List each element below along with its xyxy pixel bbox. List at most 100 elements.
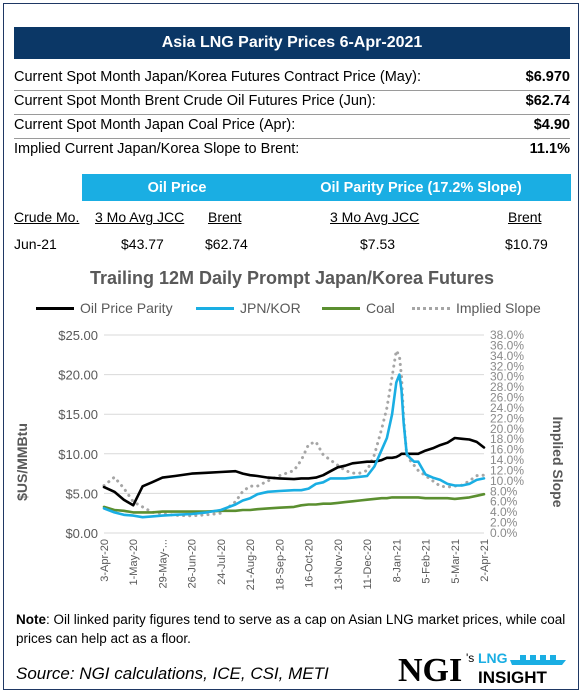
cell-parity-jcc: $7.53 xyxy=(360,236,396,252)
col-header-brent: Brent xyxy=(208,209,242,225)
oil-price-header: Oil Price xyxy=(82,174,272,201)
y-axis-label: $US/MMBtu xyxy=(14,423,30,501)
cell-parity-brent: $10.79 xyxy=(505,236,548,252)
legend-item-oil-parity: Oil Price Parity xyxy=(36,300,173,316)
chart-note: Note: Oil linked parity figures tend to … xyxy=(16,610,572,648)
legend-swatch xyxy=(322,306,360,310)
legend-item-implied-slope: Implied Slope xyxy=(412,300,541,316)
x-tick-label: 5-Mar-21 xyxy=(450,539,462,584)
cell-jcc: $43.77 xyxy=(121,236,164,252)
y2-tick-label: 18.0% xyxy=(490,432,524,446)
y-tick-label: $5.00 xyxy=(65,486,98,501)
summary-value: $4.90 xyxy=(533,117,570,133)
ship-tank-icon xyxy=(540,655,546,660)
y2-tick-label: 12.0% xyxy=(490,463,524,477)
line-chart: $0.00$5.00$10.00$15.00$20.00$25.00 0.0%2… xyxy=(14,328,566,590)
x-tick-label: 21-Aug-20 xyxy=(245,539,257,590)
x-tick-label: 11-Dec-20 xyxy=(362,539,374,590)
summary-label: Current Spot Month Brent Crude Oil Futur… xyxy=(14,93,376,109)
y2-tick-label: 6.0% xyxy=(490,495,518,509)
note-label: Note xyxy=(16,612,46,627)
y2-tick-label: 4.0% xyxy=(490,505,518,519)
x-tick-label: 26-Jun-20 xyxy=(187,539,199,589)
summary-label: Current Spot Month Japan/Korea Futures C… xyxy=(14,69,421,85)
y2-tick-label: 26.0% xyxy=(490,391,524,405)
oil-parity-header: Oil Parity Price (17.2% Slope) xyxy=(271,174,571,201)
page-title: Asia LNG Parity Prices 6-Apr-2021 xyxy=(14,27,570,59)
summary-row-coal: Current Spot Month Japan Coal Price (Apr… xyxy=(14,115,570,137)
y2-tick-label: 2.0% xyxy=(490,516,518,530)
y2-tick-label: 36.0% xyxy=(490,338,524,352)
chart-title: Trailing 12M Daily Prompt Japan/Korea Fu… xyxy=(89,268,495,288)
legend-swatch xyxy=(36,306,74,310)
cell-crude-mo: Jun-21 xyxy=(14,236,57,252)
summary-value: $62.74 xyxy=(525,93,570,109)
logo-line2: INSIGHT xyxy=(478,668,548,687)
logo-line1: LNG xyxy=(478,650,508,666)
source-text: Source: NGI calculations, ICE, CSI, METI xyxy=(16,664,329,683)
summary-value: $6.970 xyxy=(525,69,570,85)
summary-label: Implied Current Japan/Korea Slope to Bre… xyxy=(14,141,300,157)
summary-row-slope: Implied Current Japan/Korea Slope to Bre… xyxy=(14,139,570,161)
series-line-coal xyxy=(102,492,486,514)
row-divider xyxy=(14,114,570,115)
summary-row-futures: Current Spot Month Japan/Korea Futures C… xyxy=(14,67,570,89)
x-tick-label: 24-Jul-20 xyxy=(216,539,228,585)
series-line-jpn-kor xyxy=(102,373,486,519)
ship-tank-icon xyxy=(530,655,536,660)
y2-tick-label: 28.0% xyxy=(490,380,524,394)
row-divider xyxy=(14,90,570,91)
logo-suffix: 's xyxy=(466,651,474,665)
ship-icon xyxy=(510,660,566,665)
x-tick-label: 3-Apr-20 xyxy=(99,539,111,582)
legend-label: Implied Slope xyxy=(456,300,541,316)
col-header-jcc: 3 Mo Avg JCC xyxy=(95,209,185,225)
series-line-oil-price-parity xyxy=(102,436,486,507)
y2-tick-label: 10.0% xyxy=(490,474,524,488)
y2-axis-label: Implied Slope xyxy=(550,416,566,507)
x-tick-label: 1-May-20 xyxy=(128,539,140,585)
legend-item-coal: Coal xyxy=(322,300,395,316)
legend-label: Oil Price Parity xyxy=(80,300,173,316)
x-tick-label: 5-Feb-21 xyxy=(421,539,433,584)
ship-tank-icon xyxy=(520,655,526,660)
legend-swatch xyxy=(412,306,450,310)
y-tick-label: $15.00 xyxy=(58,407,98,422)
y2-tick-label: 34.0% xyxy=(490,349,524,363)
summary-label: Current Spot Month Japan Coal Price (Apr… xyxy=(14,117,296,133)
legend-label: JPN/KOR xyxy=(240,300,301,316)
y2-tick-label: 16.0% xyxy=(490,443,524,457)
y2-tick-label: 20.0% xyxy=(490,422,524,436)
legend-swatch xyxy=(196,306,234,310)
ngi-lng-insight-logo: NGI 's LNG INSIGHT xyxy=(398,650,566,688)
report-frame xyxy=(3,3,579,690)
col-header-crude-mo: Crude Mo. xyxy=(14,209,80,225)
y2-tick-label: 14.0% xyxy=(490,453,524,467)
summary-row-brent: Current Spot Month Brent Crude Oil Futur… xyxy=(14,91,570,113)
y2-tick-label: 24.0% xyxy=(490,401,524,415)
legend-item-jpn-kor: JPN/KOR xyxy=(196,300,301,316)
y2-tick-label: 0.0% xyxy=(490,526,518,540)
col-header-parity-brent: Brent xyxy=(508,209,542,225)
note-text: : Oil linked parity figures tend to serv… xyxy=(16,612,566,646)
y-tick-label: $10.00 xyxy=(58,447,98,462)
x-tick-label: 18-Sep-20 xyxy=(274,539,286,590)
x-tick-label: 8-Jan-21 xyxy=(391,539,403,582)
x-tick-label: 13-Nov-20 xyxy=(333,539,345,590)
y2-tick-label: 8.0% xyxy=(490,484,518,498)
col-header-parity-jcc: 3 Mo Avg JCC xyxy=(330,209,420,225)
cell-brent: $62.74 xyxy=(205,236,248,252)
y2-tick-label: 30.0% xyxy=(490,370,524,384)
x-tick-label: 29-May-... xyxy=(157,539,169,589)
y-tick-label: $20.00 xyxy=(58,368,98,383)
y2-tick-label: 22.0% xyxy=(490,411,524,425)
x-tick-label: 2-Apr-21 xyxy=(479,539,491,582)
x-tick-label: 16-Oct-20 xyxy=(304,539,316,588)
ship-tank-icon xyxy=(550,655,556,660)
y2-tick-label: 38.0% xyxy=(490,328,524,342)
summary-value: 11.1% xyxy=(529,141,570,157)
y-tick-label: $25.00 xyxy=(58,328,98,343)
y2-tick-label: 32.0% xyxy=(490,359,524,373)
row-divider xyxy=(14,138,570,139)
legend-label: Coal xyxy=(366,300,395,316)
